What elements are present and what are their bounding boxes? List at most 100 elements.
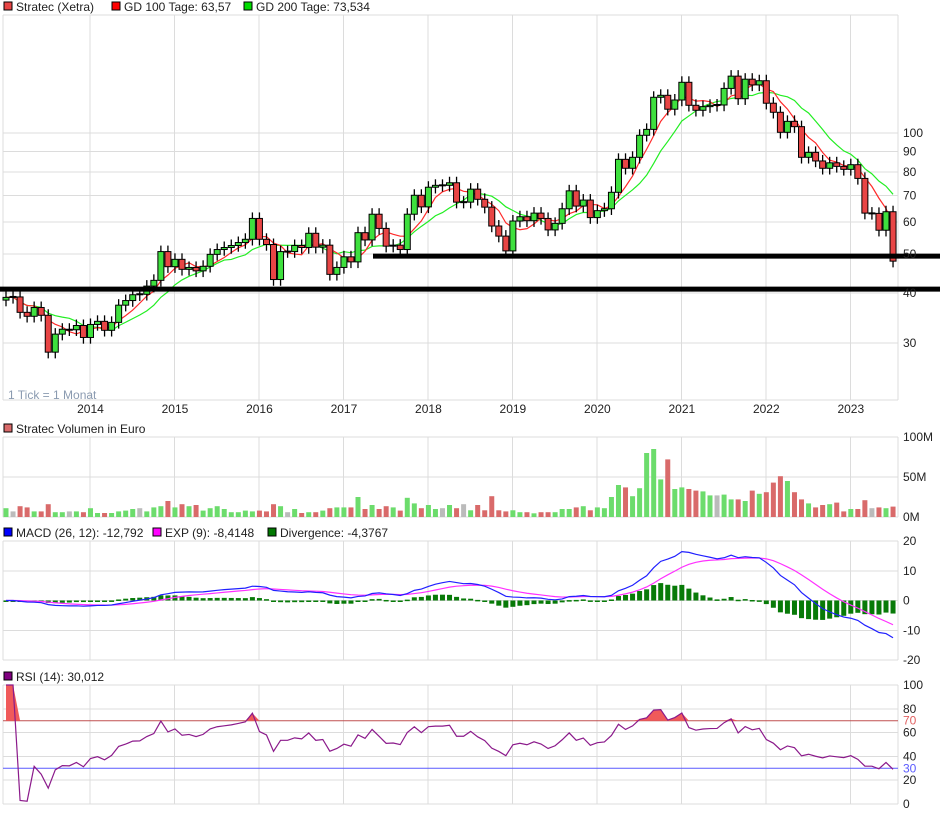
candle-body [523,216,531,222]
volume-bar [116,511,122,517]
volume-bar [566,509,572,517]
price-tick-label: 50 [903,247,917,261]
volume-bar [876,507,882,517]
exp-legend-swatch [152,527,162,537]
candle-body [657,94,665,98]
divergence-bar [397,600,403,602]
candle-body [446,182,454,186]
volume-bar [38,511,44,517]
candle-body [678,81,686,101]
macd-tick-label: -20 [903,653,921,667]
exp-legend-label: EXP (9): -8,4148 [165,526,254,540]
rsi-tick-label: 100 [903,678,923,692]
divergence-bar [862,600,868,615]
divergence-bar [482,600,488,602]
divergence-bar [496,600,502,606]
divergence-legend-label: Divergence: -4,3767 [280,526,388,540]
volume-bar [735,499,741,517]
volume-bar [320,510,326,517]
price-tick-label: 30 [903,336,917,350]
divergence-bar [130,598,136,601]
price-legend: Stratec (Xetra) GD 100 Tage: 63,57 GD 20… [3,0,370,14]
volume-bar [461,504,467,517]
candle-body [403,213,411,251]
divergence-bar [383,599,389,602]
candle-body [481,198,489,208]
rsi-tick-label: 40 [903,749,917,763]
divergence-bar [770,600,776,608]
divergence-bar [728,597,734,601]
divergence-bar [693,592,699,601]
candle-body [593,210,601,219]
divergence-bar [158,595,164,601]
divergence-bar [700,595,706,601]
ma100-legend-swatch [111,1,121,11]
volume-bar [404,497,410,517]
divergence-bar [242,598,248,601]
candle-body [762,80,770,104]
divergence-bar [341,600,347,604]
divergence-bar [299,600,305,603]
candle-body [347,256,355,263]
volume-bar [285,512,291,517]
candle-body [643,128,651,136]
volume-bar [524,512,530,517]
candle-body [889,211,897,262]
volume-bar [256,510,262,517]
candle-body [396,244,404,251]
volume-bar [601,508,607,517]
candle-body [495,225,503,237]
macd-legend-label: MACD (26, 12): -12,792 [16,526,144,540]
volume-bar [10,511,16,517]
volume-bar [763,492,769,517]
divergence-bar [637,591,643,601]
candle-body [58,328,66,335]
volume-bar [123,510,129,517]
volume-bar [109,513,115,517]
candle-body [234,242,242,246]
divergence-bar [545,600,551,605]
volume-tick-label: 100M [903,430,933,444]
candle-body [488,206,496,227]
candle-body [516,216,524,222]
candle-body [16,296,24,313]
volume-bar [221,509,227,517]
divergence-bar [468,598,474,601]
ma200-legend-label: GD 200 Tage: 73,534 [256,0,370,14]
divergence-bar [425,595,431,601]
candle-body [671,99,679,110]
divergence-bar [327,600,333,604]
volume-bar [587,510,593,517]
year-label: 2017 [331,402,358,416]
divergence-bar [207,598,213,601]
rsi-tick-label: 70 [903,714,917,728]
candle-body [572,190,580,207]
volume-bar [334,507,340,517]
volume-bar [80,512,86,517]
volume-bar [263,511,269,517]
divergence-bar [707,597,713,601]
divergence-bar [869,600,875,615]
divergence-bar [193,597,199,601]
candle-body [586,199,594,219]
divergence-bar [587,600,593,602]
volume-bar [707,495,713,517]
divergence-bar [573,599,579,602]
macd-panel [3,551,896,639]
candle-body [389,244,397,247]
volume-bar [439,508,445,517]
price-legend-swatch [3,1,13,11]
year-label: 2021 [668,402,695,416]
volume-bar [418,508,424,517]
divergence-bar [721,598,727,601]
candle-body [847,164,855,170]
divergence-bar [559,600,565,603]
divergence-bar [87,600,93,602]
candle-body [720,87,728,106]
divergence-bar [80,600,86,603]
volume-bar [249,511,255,517]
divergence-bar [784,600,790,614]
volume-bar [454,508,460,517]
divergence-bar [644,589,650,601]
